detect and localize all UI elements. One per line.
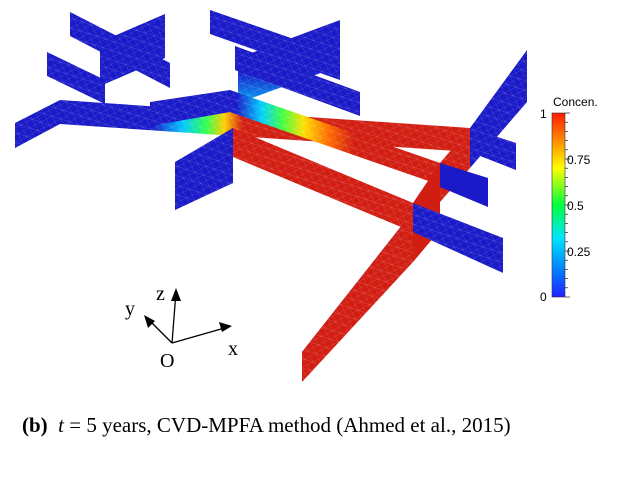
fracture-network-figure: Concen. 1 0.75 0.5 0.25 0 z y x O [15,10,598,382]
colorbar-tick-075: 0.75 [567,153,591,167]
fracture-back-far-right [235,46,360,116]
colorbar-tick-1: 1 [540,107,547,121]
colorbar-tick-025: 0.25 [567,245,591,259]
colorbar: Concen. 1 0.75 0.5 0.25 0 [540,95,598,304]
axis-origin-label: O [160,350,174,372]
colorbar-tick-05: 0.5 [567,199,584,213]
axis-y-label: y [125,298,135,320]
figure-caption: (b) t = 5 years, CVD-MPFA method (Ahmed … [22,408,602,442]
fracture-vertical-right [238,20,340,103]
fracture-front-red [233,128,413,232]
fracture-vertical-left [100,14,165,86]
colorbar-tick-0: 0 [540,290,547,304]
caption-text: = 5 years, CVD-MPFA method (Ahmed et al.… [64,413,511,437]
fracture-front-left-blue [175,128,233,210]
axis-z-label: z [156,283,165,305]
colorbar-title: Concen. [553,95,598,109]
axis-x-label: x [228,338,238,360]
fracture-left-cross [47,52,105,104]
fracture-right-blue-strips [413,128,516,273]
fracture-middle [150,90,440,185]
caption-label: (b) [22,413,48,437]
fracture-diagonal-red [302,220,413,382]
fracture-right-fin [470,50,527,168]
axes-triad [144,288,232,344]
caption-variable: t [58,413,65,437]
